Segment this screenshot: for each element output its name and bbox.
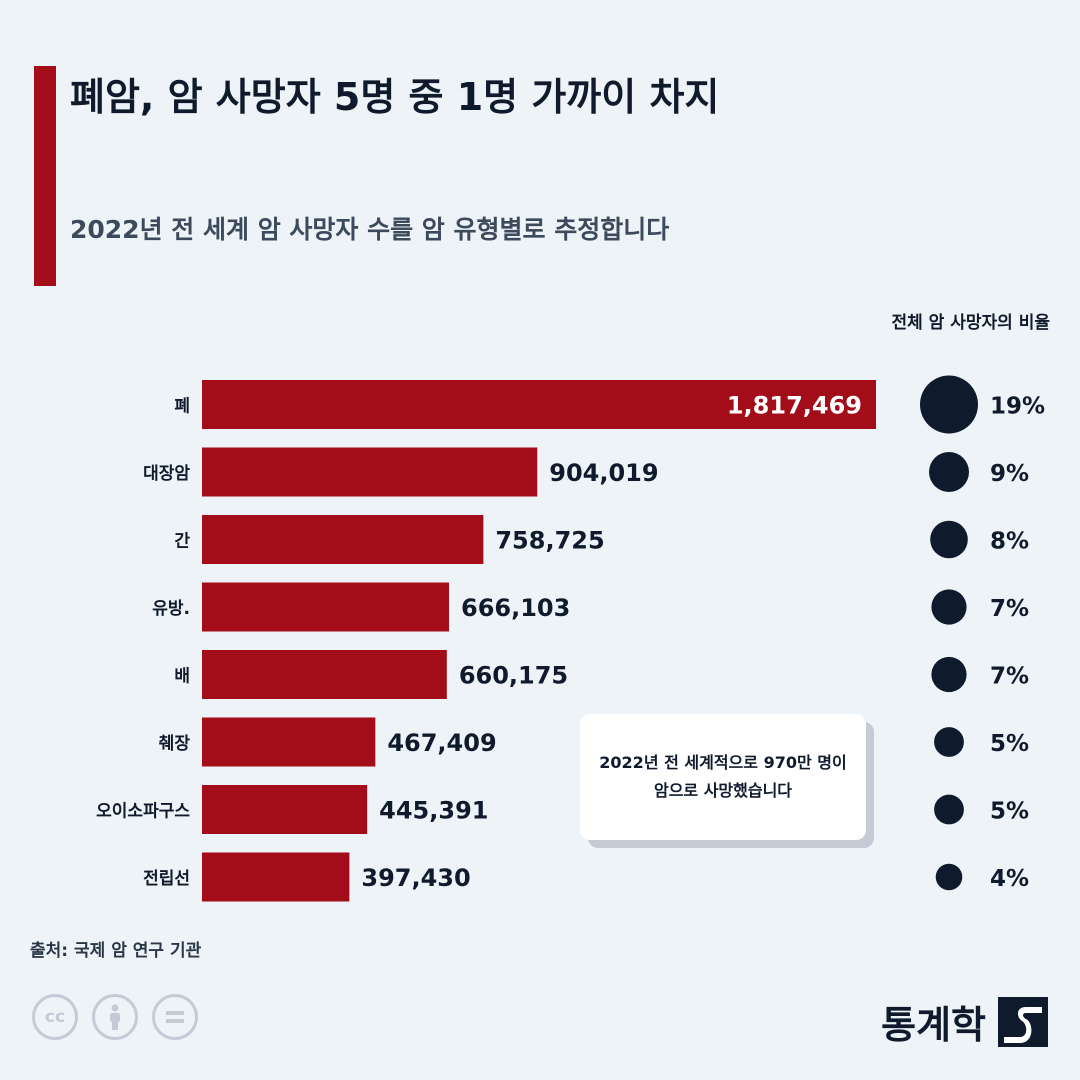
chart-title: 폐암, 암 사망자 5명 중 1명 가까이 차지 <box>70 75 720 119</box>
category-label: 폐 <box>174 397 190 417</box>
source-note: 출처: 국제 암 연구 기관 <box>30 941 202 961</box>
chart-subtitle: 2022년 전 세계 암 사망자 수를 암 유형별로 추정합니다 <box>70 215 670 244</box>
share-dot <box>935 863 963 891</box>
category-label: 오이소파구스 <box>96 802 190 822</box>
share-label: 4% <box>990 866 1029 892</box>
brand-name: 통계학 <box>881 1003 986 1047</box>
equals-icon <box>152 994 198 1040</box>
value-label: 904,019 <box>549 459 658 487</box>
share-dot <box>934 727 964 757</box>
share-label: 8% <box>990 529 1029 555</box>
bar <box>202 852 350 902</box>
share-label: 9% <box>990 461 1029 487</box>
share-dot <box>931 589 967 625</box>
bar <box>202 582 450 632</box>
bar <box>202 380 876 429</box>
cc-icon: cc <box>32 994 78 1040</box>
brand: 통계학 <box>881 994 1048 1049</box>
share-label: 7% <box>990 596 1029 622</box>
value-label: 758,725 <box>495 527 604 555</box>
bar <box>202 650 447 699</box>
category-label: 배 <box>174 667 190 687</box>
value-label: 397,430 <box>361 864 470 892</box>
bar <box>202 447 538 497</box>
value-label: 467,409 <box>387 729 496 757</box>
value-label: 445,391 <box>379 797 488 825</box>
share-dot <box>934 794 964 825</box>
category-label: 췌장 <box>159 734 191 754</box>
person-icon <box>92 994 138 1040</box>
share-label: 7% <box>990 664 1029 690</box>
bar <box>202 515 484 564</box>
callout-box: 2022년 전 세계적으로 970만 명이 암으로 사망했습니다 <box>580 714 866 840</box>
share-dot <box>920 375 978 434</box>
callout-text: 2022년 전 세계적으로 970만 명이 암으로 사망했습니다 <box>599 753 847 800</box>
share-dot <box>931 656 967 693</box>
bar <box>202 785 368 834</box>
value-label: 660,175 <box>459 662 568 690</box>
accent-bar <box>34 66 56 286</box>
brand-logo-icon <box>998 996 1048 1047</box>
value-label: 666,103 <box>461 594 570 622</box>
share-label: 5% <box>990 731 1029 757</box>
category-label: 간 <box>174 532 190 552</box>
value-label: 1,817,469 <box>727 392 862 420</box>
share-label: 5% <box>990 799 1029 825</box>
category-label: 유방. <box>152 599 190 619</box>
category-label: 전립선 <box>143 869 190 889</box>
share-label: 19% <box>990 394 1045 420</box>
share-column-header: 전체 암 사망자의 비율 <box>891 313 1050 333</box>
share-dot <box>929 452 969 492</box>
share-dot <box>930 520 968 559</box>
license-icons: cc <box>32 994 198 1040</box>
bar <box>202 717 376 767</box>
category-label: 대장암 <box>143 464 190 484</box>
